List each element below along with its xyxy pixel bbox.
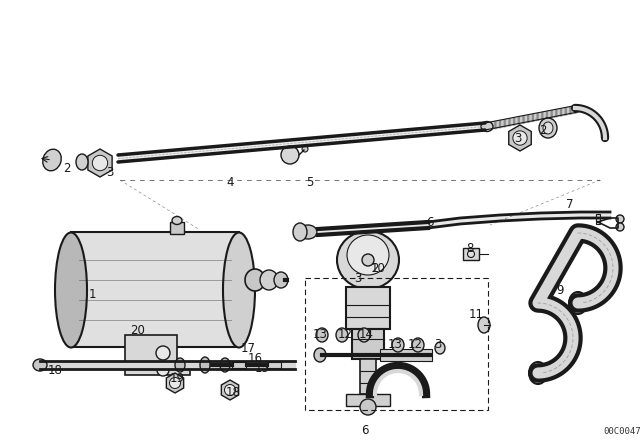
Ellipse shape xyxy=(260,270,278,290)
Bar xyxy=(232,362,246,368)
Text: 7: 7 xyxy=(566,198,573,211)
Ellipse shape xyxy=(358,328,370,342)
Ellipse shape xyxy=(43,149,61,171)
Text: 2: 2 xyxy=(540,124,547,137)
Text: 14: 14 xyxy=(358,328,374,341)
Ellipse shape xyxy=(481,121,493,132)
Ellipse shape xyxy=(392,338,404,352)
Text: 16: 16 xyxy=(248,352,262,365)
Text: 10: 10 xyxy=(371,262,385,275)
Text: 12: 12 xyxy=(408,339,422,352)
Bar xyxy=(305,278,488,410)
Circle shape xyxy=(281,146,299,164)
Text: 18: 18 xyxy=(225,387,241,400)
Ellipse shape xyxy=(200,357,210,373)
Polygon shape xyxy=(125,335,190,375)
Ellipse shape xyxy=(76,154,88,170)
Text: 3: 3 xyxy=(435,339,442,352)
Ellipse shape xyxy=(172,216,182,224)
Ellipse shape xyxy=(316,328,328,342)
Polygon shape xyxy=(221,380,239,400)
Bar xyxy=(380,349,432,361)
Polygon shape xyxy=(509,125,531,151)
Text: 19: 19 xyxy=(170,371,184,384)
Ellipse shape xyxy=(223,233,255,348)
Ellipse shape xyxy=(245,269,265,291)
Bar xyxy=(352,329,384,359)
Bar xyxy=(346,394,390,406)
Text: 3: 3 xyxy=(106,165,114,178)
Text: 00C00474: 00C00474 xyxy=(603,427,640,436)
Circle shape xyxy=(156,346,170,360)
Ellipse shape xyxy=(274,272,288,288)
Circle shape xyxy=(360,399,376,415)
Ellipse shape xyxy=(337,231,399,289)
Text: 3: 3 xyxy=(355,271,362,284)
Bar xyxy=(463,248,479,260)
Ellipse shape xyxy=(336,328,348,342)
Circle shape xyxy=(513,131,527,145)
Ellipse shape xyxy=(220,358,230,372)
Polygon shape xyxy=(166,373,184,393)
Ellipse shape xyxy=(569,292,587,314)
Ellipse shape xyxy=(435,342,445,354)
Ellipse shape xyxy=(539,118,557,138)
Text: 12: 12 xyxy=(337,328,353,341)
Text: 1: 1 xyxy=(88,289,96,302)
Circle shape xyxy=(92,155,108,171)
Circle shape xyxy=(225,384,236,396)
Text: 6: 6 xyxy=(426,215,434,228)
Text: 18: 18 xyxy=(47,363,63,376)
Text: 13: 13 xyxy=(388,339,403,352)
Text: 3: 3 xyxy=(515,132,522,145)
Circle shape xyxy=(170,378,180,388)
Circle shape xyxy=(616,223,624,231)
Ellipse shape xyxy=(175,358,185,372)
Text: 4: 4 xyxy=(227,177,234,190)
Circle shape xyxy=(467,250,474,258)
Circle shape xyxy=(616,215,624,223)
Text: 2: 2 xyxy=(371,262,379,275)
Text: 5: 5 xyxy=(307,177,314,190)
Text: 17: 17 xyxy=(241,341,255,354)
Text: 20: 20 xyxy=(131,323,145,336)
Bar xyxy=(267,362,281,368)
Ellipse shape xyxy=(478,317,490,333)
Circle shape xyxy=(157,364,169,376)
Bar xyxy=(596,214,600,224)
Ellipse shape xyxy=(529,362,547,384)
Ellipse shape xyxy=(55,233,87,348)
Bar xyxy=(360,359,376,394)
Bar xyxy=(170,223,184,234)
Text: 6: 6 xyxy=(361,423,369,436)
Circle shape xyxy=(302,146,308,152)
Bar xyxy=(346,287,390,329)
Ellipse shape xyxy=(543,122,553,134)
Text: 9: 9 xyxy=(556,284,564,297)
Text: 13: 13 xyxy=(312,328,328,341)
Text: 8: 8 xyxy=(467,241,474,254)
Text: 15: 15 xyxy=(255,362,269,375)
Ellipse shape xyxy=(347,235,389,275)
Text: 11: 11 xyxy=(468,309,483,322)
Ellipse shape xyxy=(412,338,424,352)
Ellipse shape xyxy=(293,223,307,241)
Ellipse shape xyxy=(314,348,326,362)
Bar xyxy=(71,233,239,348)
Circle shape xyxy=(362,254,374,266)
Ellipse shape xyxy=(33,359,47,371)
Ellipse shape xyxy=(299,225,317,239)
Polygon shape xyxy=(88,149,112,177)
Text: 2: 2 xyxy=(63,161,71,175)
